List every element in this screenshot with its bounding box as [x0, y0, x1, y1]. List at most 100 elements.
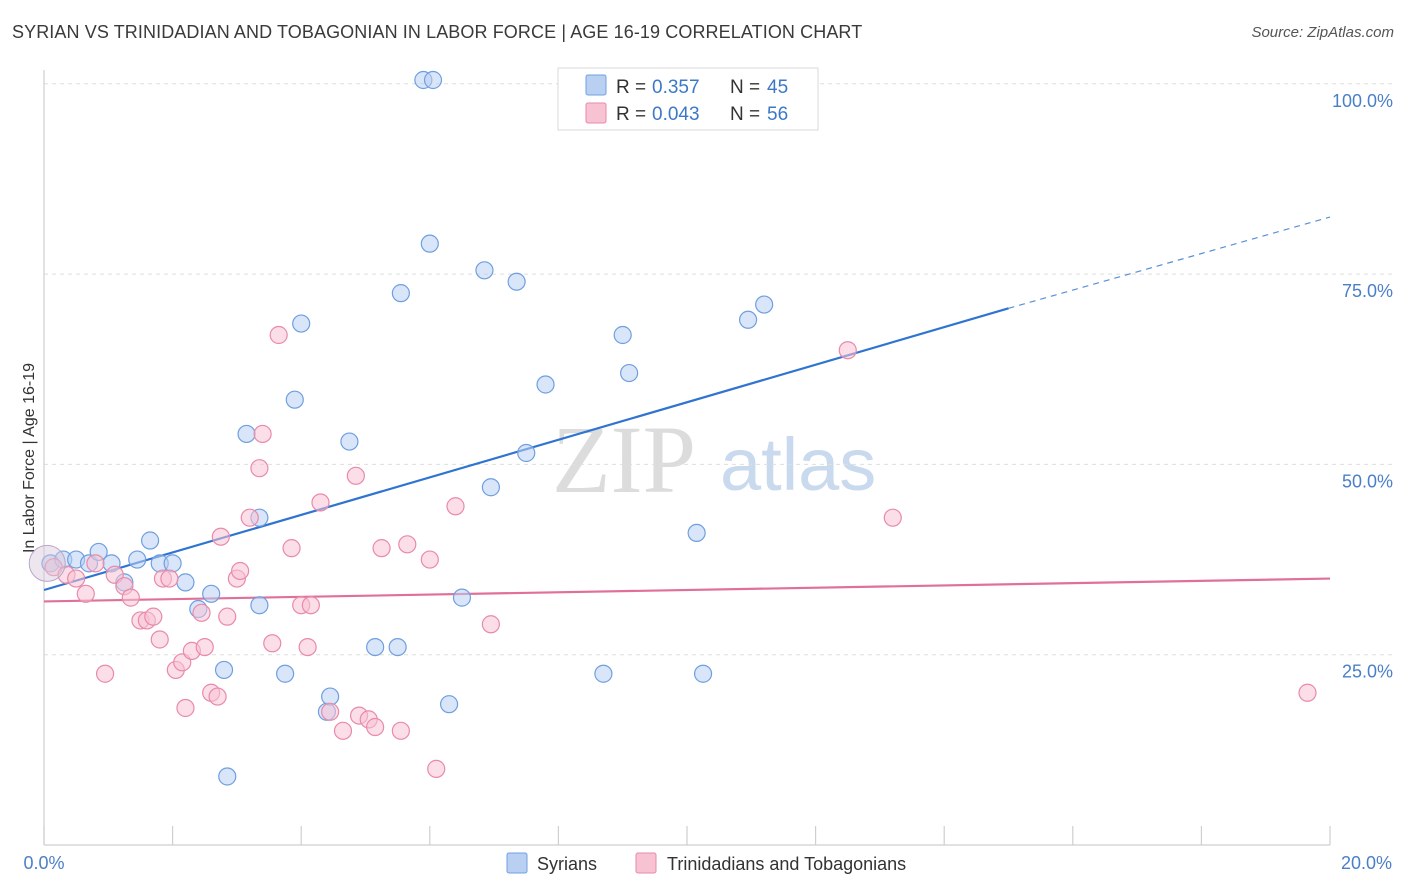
- legend-r-label-2: R =: [616, 104, 646, 125]
- point-syrians-13: [202, 584, 221, 603]
- point-trinidadians-34: [298, 637, 317, 657]
- point-trinidadians-12: [150, 630, 169, 649]
- point-trinidadians-39: [346, 466, 365, 485]
- point-trinidadians-46: [420, 550, 439, 569]
- point-syrians-11: [176, 573, 195, 592]
- y-tick-label-3: 100.0%: [1332, 91, 1393, 111]
- point-trinidadians-22: [208, 687, 227, 706]
- point-syrians-21: [292, 314, 311, 333]
- point-trinidadians-38: [333, 721, 353, 740]
- point-trinidadians-20: [195, 637, 214, 657]
- point-syrians-35: [507, 272, 526, 291]
- legend-swatch-trinidadians: [585, 102, 607, 124]
- point-syrians-40: [620, 363, 639, 383]
- point-trinidadians-28: [250, 459, 269, 478]
- point-trinidadians-23: [211, 527, 230, 546]
- point-trinidadians-37: [321, 702, 340, 721]
- legend-r-label-1: R =: [616, 77, 646, 98]
- point-trinidadians-32: [282, 539, 301, 558]
- point-trinidadians-30: [263, 634, 282, 653]
- point-syrians-34: [481, 478, 500, 497]
- point-trinidadians-50: [838, 341, 857, 360]
- point-syrians-32: [452, 588, 472, 607]
- point-syrians-23: [321, 687, 340, 706]
- point-syrians-24: [340, 432, 359, 451]
- point-trinidadians-49: [481, 615, 500, 634]
- point-syrians-25: [366, 637, 385, 657]
- point-trinidadians-31: [269, 325, 288, 345]
- point-trinidadians-8: [121, 588, 140, 607]
- point-trinidadians-26: [231, 561, 250, 581]
- point-trinidadians-17: [176, 698, 195, 718]
- legend-n-label-1: N =: [730, 77, 760, 98]
- point-trinidadians-51: [883, 508, 902, 527]
- point-syrians-27: [391, 284, 410, 303]
- point-trinidadians-45: [398, 535, 417, 554]
- y-tick-label-2: 75.0%: [1342, 281, 1393, 301]
- point-syrians-20: [285, 390, 304, 409]
- x-tick-label-min: 0.0%: [23, 853, 64, 873]
- chart-source: Source: ZipAtlas.com: [1251, 24, 1394, 41]
- legend-n-label-2: N =: [730, 104, 760, 125]
- point-trinidadians-42: [366, 717, 385, 737]
- point-trinidadians-48: [446, 497, 465, 516]
- trend-line-extension-0: [1008, 216, 1331, 309]
- series-legend: Syrians Trinidadians and Tobagonians: [506, 852, 906, 874]
- chart-title: SYRIAN VS TRINIDADIAN AND TOBAGONIAN IN …: [12, 22, 863, 42]
- point-trinidadians-14: [160, 569, 179, 588]
- point-syrians-36: [517, 443, 536, 463]
- point-syrians-15: [218, 767, 237, 786]
- x-tick-label-max: 20.0%: [1341, 853, 1392, 873]
- point-syrians-8: [140, 531, 160, 550]
- point-cluster-origin: [28, 544, 66, 582]
- point-trinidadians-43: [372, 539, 391, 558]
- point-syrians-29: [423, 70, 443, 90]
- point-trinidadians-2: [67, 569, 86, 588]
- series-legend-label-trinidadians: Trinidadians and Tobagonians: [667, 854, 906, 874]
- point-syrians-33: [475, 261, 494, 280]
- point-syrians-26: [388, 637, 407, 657]
- y-tick-label-1: 50.0%: [1342, 471, 1393, 491]
- point-trinidadians-36: [311, 493, 330, 512]
- point-trinidadians-24: [218, 607, 237, 626]
- point-trinidadians-35: [301, 596, 320, 615]
- y-tick-label-0: 25.0%: [1342, 662, 1393, 682]
- point-syrians-43: [738, 310, 758, 329]
- x-ticks: [43, 826, 1331, 845]
- watermark-zip: ZIP: [552, 406, 696, 513]
- data-points: [28, 70, 1317, 786]
- watermark: ZIP atlas: [552, 406, 876, 513]
- point-syrians-7: [128, 550, 147, 569]
- point-trinidadians-44: [391, 721, 410, 740]
- point-syrians-42: [693, 664, 713, 683]
- legend-swatch-syrians: [585, 74, 607, 96]
- series-legend-label-syrians: Syrians: [537, 854, 597, 874]
- point-syrians-18: [250, 596, 269, 615]
- point-trinidadians-11: [144, 607, 163, 626]
- legend-r-value-1: 0.357: [652, 77, 700, 98]
- series-legend-swatch-syrians: [506, 852, 528, 874]
- point-syrians-30: [420, 234, 439, 253]
- point-trinidadians-29: [253, 424, 272, 444]
- point-trinidadians-5: [95, 664, 115, 683]
- point-syrians-10: [163, 554, 182, 573]
- point-syrians-19: [276, 664, 295, 683]
- point-syrians-31: [439, 695, 459, 714]
- point-syrians-44: [755, 295, 774, 314]
- point-trinidadians-4: [86, 554, 105, 573]
- y-tick-labels: 25.0% 50.0% 75.0% 100.0%: [1332, 91, 1393, 682]
- point-syrians-41: [687, 523, 706, 543]
- legend-r-value-2: 0.043: [652, 104, 700, 125]
- point-syrians-14: [214, 660, 234, 680]
- point-syrians-39: [613, 325, 632, 345]
- legend-n-value-2: 56: [767, 104, 788, 125]
- point-syrians-16: [237, 424, 256, 444]
- point-trinidadians-19: [192, 603, 211, 622]
- point-syrians-38: [594, 664, 613, 683]
- point-syrians-37: [536, 375, 555, 394]
- point-trinidadians-27: [240, 508, 259, 527]
- point-trinidadians-47: [427, 759, 446, 778]
- series-legend-swatch-trinidadians: [635, 852, 657, 874]
- point-trinidadians-3: [76, 584, 95, 603]
